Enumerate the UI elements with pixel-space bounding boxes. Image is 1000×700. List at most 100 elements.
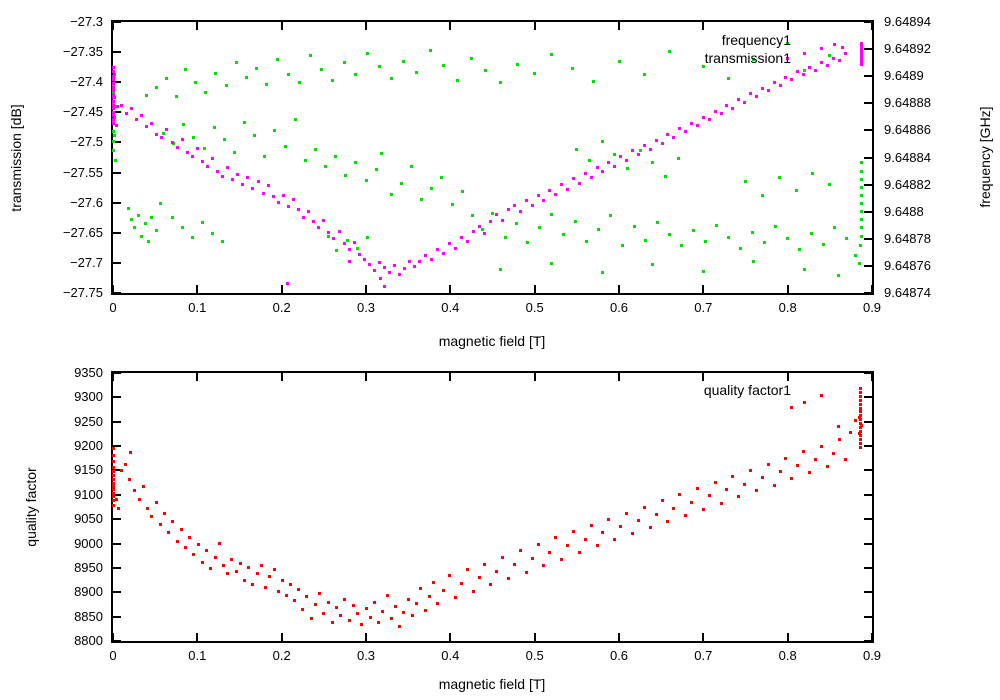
data-point	[281, 579, 284, 583]
data-point	[587, 158, 591, 162]
data-point	[719, 501, 723, 505]
data-point	[150, 215, 154, 219]
data-point	[293, 118, 297, 122]
data-point	[286, 204, 290, 208]
data-point	[111, 495, 115, 499]
data-point	[366, 51, 370, 55]
tick-label: 0.5	[525, 648, 544, 663]
data-point	[678, 127, 682, 131]
tick-mark	[871, 633, 873, 641]
data-point	[234, 61, 238, 65]
data-point	[114, 158, 118, 162]
data-point	[111, 446, 115, 450]
tick-mark	[113, 231, 121, 234]
tick-mark	[112, 285, 114, 293]
data-point	[247, 566, 251, 570]
tick-mark	[864, 615, 872, 618]
data-point	[275, 58, 279, 62]
data-point	[601, 169, 605, 173]
data-point	[609, 214, 613, 218]
tick-mark	[864, 372, 872, 374]
tick-mark	[864, 420, 872, 423]
data-point	[813, 458, 817, 462]
data-point	[859, 210, 863, 214]
tick-mark	[533, 373, 536, 381]
tick-mark	[864, 75, 872, 78]
tick-label: 0.8	[778, 648, 797, 663]
data-point	[536, 193, 540, 197]
data-point	[784, 75, 788, 79]
data-point	[377, 65, 381, 69]
data-point	[155, 132, 159, 136]
data-point	[164, 77, 168, 81]
data-point	[613, 153, 617, 157]
data-point	[859, 226, 863, 230]
data-point	[577, 550, 581, 554]
data-point	[619, 155, 623, 159]
data-point	[214, 71, 218, 75]
data-point	[111, 74, 115, 78]
data-point	[477, 225, 481, 229]
data-point	[377, 261, 381, 265]
data-point	[632, 225, 636, 229]
data-point	[802, 73, 806, 77]
data-point	[381, 609, 385, 613]
data-point	[860, 42, 864, 46]
tick-mark	[864, 542, 872, 545]
data-point	[285, 593, 289, 597]
data-point	[774, 225, 778, 229]
data-point	[772, 483, 776, 487]
tick-label: 0.4	[441, 300, 460, 315]
data-point	[518, 549, 522, 553]
data-point	[246, 175, 250, 179]
data-point	[418, 259, 422, 263]
tick-label: 0.6	[609, 648, 629, 663]
data-point	[684, 513, 688, 517]
data-point	[216, 169, 220, 173]
data-point	[707, 118, 711, 122]
data-point	[857, 431, 861, 435]
data-point	[145, 93, 149, 97]
data-point	[126, 207, 130, 211]
tick-mark	[112, 633, 114, 641]
data-point	[713, 481, 717, 485]
data-point	[499, 81, 503, 85]
data-point	[690, 500, 694, 504]
data-point	[334, 606, 338, 610]
data-point	[828, 54, 832, 58]
tick-mark	[786, 633, 789, 641]
tick-label: 8800	[74, 633, 103, 648]
tick-mark	[113, 396, 121, 399]
data-point	[483, 232, 487, 236]
data-point	[337, 230, 341, 234]
data-point	[302, 216, 306, 220]
data-point	[111, 121, 115, 125]
data-point	[725, 103, 729, 107]
data-point	[858, 387, 862, 391]
data-point	[607, 517, 611, 521]
tick-label: 0.1	[188, 300, 207, 315]
data-point	[367, 263, 371, 267]
tick-mark	[196, 373, 199, 381]
data-point	[666, 133, 670, 137]
tick-mark	[113, 445, 121, 448]
data-point	[150, 121, 154, 125]
data-point	[530, 557, 534, 561]
tick-mark	[702, 373, 705, 381]
tick-label: 0.7	[694, 648, 713, 663]
data-point	[470, 214, 474, 218]
data-point	[253, 134, 257, 138]
data-point	[305, 594, 309, 598]
data-point	[326, 234, 330, 238]
data-point	[261, 191, 265, 195]
data-point	[809, 231, 813, 235]
data-point	[190, 235, 194, 239]
data-point	[389, 616, 393, 620]
data-point	[752, 58, 756, 62]
data-point	[111, 85, 115, 89]
data-point	[141, 484, 145, 488]
data-point	[226, 572, 230, 576]
data-point	[351, 603, 355, 607]
data-point	[179, 528, 183, 532]
tick-mark	[786, 285, 789, 293]
